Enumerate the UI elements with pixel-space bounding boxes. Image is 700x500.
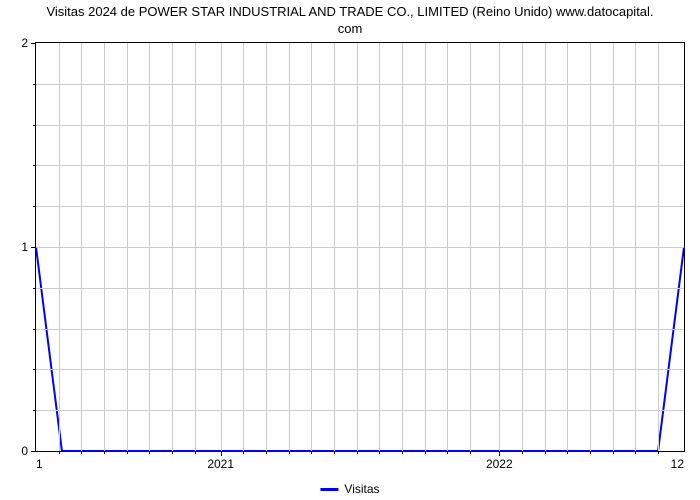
y-minor-tick (33, 288, 36, 289)
legend-label: Visitas (344, 482, 379, 496)
grid-line-h-minor (36, 369, 684, 370)
grid-line-v-minor (379, 43, 380, 451)
x-minor-tick (127, 451, 128, 454)
x-minor-tick (613, 451, 614, 454)
x-minor-tick (447, 451, 448, 454)
grid-line-v-minor (289, 43, 290, 451)
y-minor-tick (33, 369, 36, 370)
y-tick-label: 0 (21, 444, 36, 458)
x-minor-tick (195, 451, 196, 454)
grid-line-v-minor (195, 43, 196, 451)
x-minor-tick (266, 451, 267, 454)
x-minor-tick (357, 451, 358, 454)
x-minor-tick (658, 451, 659, 454)
grid-line-v-minor (545, 43, 546, 451)
chart-container: 01220212022112 (35, 42, 685, 452)
grid-line-v-minor (425, 43, 426, 451)
x-tick-label: 2021 (207, 451, 234, 471)
y-tick-label: 1 (21, 240, 36, 254)
x-minor-tick (470, 451, 471, 454)
x-minor-tick (59, 451, 60, 454)
plot-area: 01220212022112 (35, 42, 685, 452)
y-minor-tick (33, 125, 36, 126)
grid-line-v-minor (59, 43, 60, 451)
x-minor-tick (545, 451, 546, 454)
grid-line-h-minor (36, 288, 684, 289)
x-minor-tick (289, 451, 290, 454)
grid-line-v-minor (104, 43, 105, 451)
x-right-label: 12 (671, 451, 684, 471)
grid-line-h-minor (36, 329, 684, 330)
grid-line-v-minor (81, 43, 82, 451)
y-tick-label: 2 (21, 36, 36, 50)
grid-line-v-minor (243, 43, 244, 451)
x-minor-tick (311, 451, 312, 454)
grid-line-h-minor (36, 165, 684, 166)
legend: Visitas (320, 482, 379, 496)
x-left-label: 1 (36, 451, 43, 471)
x-minor-tick (81, 451, 82, 454)
x-minor-tick (590, 451, 591, 454)
y-minor-tick (33, 329, 36, 330)
x-tick-label: 2022 (486, 451, 513, 471)
grid-line-h-minor (36, 410, 684, 411)
x-minor-tick (425, 451, 426, 454)
y-minor-tick (33, 165, 36, 166)
grid-line-h-minor (36, 125, 684, 126)
x-minor-tick (334, 451, 335, 454)
grid-line-v-minor (127, 43, 128, 451)
grid-line-v-minor (470, 43, 471, 451)
legend-swatch (320, 488, 338, 491)
x-minor-tick (104, 451, 105, 454)
grid-line-v-minor (357, 43, 358, 451)
chart-title: Visitas 2024 de POWER STAR INDUSTRIAL AN… (0, 0, 700, 40)
grid-line-v-minor (149, 43, 150, 451)
x-minor-tick (635, 451, 636, 454)
x-minor-tick (402, 451, 403, 454)
grid-line-v-minor (635, 43, 636, 451)
grid-line-v-minor (590, 43, 591, 451)
grid-line-v-minor (334, 43, 335, 451)
grid-line-v-minor (567, 43, 568, 451)
grid-line-v-minor (522, 43, 523, 451)
grid-line-h-minor (36, 206, 684, 207)
x-minor-tick (149, 451, 150, 454)
grid-line-v-minor (172, 43, 173, 451)
x-minor-tick (243, 451, 244, 454)
x-minor-tick (172, 451, 173, 454)
x-minor-tick (567, 451, 568, 454)
grid-line-v-minor (613, 43, 614, 451)
grid-line-v-minor (658, 43, 659, 451)
grid-line-v (499, 43, 500, 451)
grid-line-v (221, 43, 222, 451)
grid-line-v-minor (311, 43, 312, 451)
grid-line-h (36, 247, 684, 248)
y-minor-tick (33, 206, 36, 207)
y-minor-tick (33, 84, 36, 85)
x-minor-tick (379, 451, 380, 454)
x-minor-tick (522, 451, 523, 454)
grid-line-v-minor (447, 43, 448, 451)
grid-line-v-minor (266, 43, 267, 451)
grid-line-h-minor (36, 84, 684, 85)
y-minor-tick (33, 410, 36, 411)
grid-line-v-minor (402, 43, 403, 451)
